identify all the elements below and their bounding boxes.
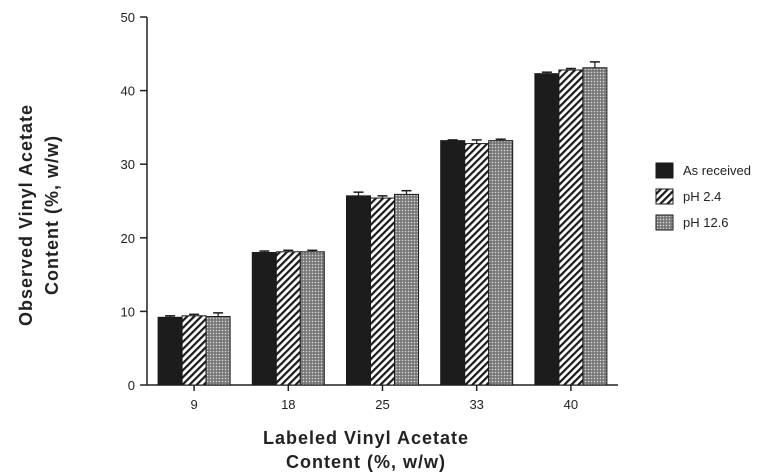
- x-tick-label: 40: [564, 397, 578, 412]
- y-axis-title-line-1: Observed Vinyl Acetate: [16, 104, 36, 326]
- x-tick-label: 18: [281, 397, 295, 412]
- x-axis-title-line-1: Labeled Vinyl Acetate: [263, 428, 469, 448]
- bar: [558, 69, 584, 386]
- y-tick-label: 50: [121, 10, 135, 25]
- bar: [157, 316, 183, 386]
- legend-label: pH 2.4: [683, 189, 721, 204]
- bar: [346, 195, 371, 386]
- bars: [157, 61, 608, 386]
- bar: [205, 316, 231, 386]
- bar: [299, 251, 325, 386]
- legend-swatch: [655, 188, 674, 205]
- x-axis-title-line-2: Content (%, w/w): [286, 452, 446, 472]
- x-tick-label: 25: [375, 397, 389, 412]
- y-tick-label: 10: [121, 304, 135, 319]
- legend-label: As received: [683, 163, 751, 178]
- y-ticks: 0 10 20 30 40 50: [121, 10, 147, 393]
- y-axis-title-line-2: Content (%, w/w): [42, 135, 62, 295]
- y-tick-label: 20: [121, 231, 135, 246]
- bar: [440, 140, 466, 386]
- x-tick-label: 9: [190, 397, 197, 412]
- bar: [582, 67, 608, 386]
- bar: [251, 252, 277, 386]
- x-axis-title: Labeled Vinyl Acetate Content (%, w/w): [263, 428, 469, 472]
- x-tick-label: 33: [469, 397, 483, 412]
- legend: As received pH 2.4 pH 12.6: [655, 162, 751, 231]
- bar: [181, 315, 207, 386]
- bar: [464, 143, 490, 386]
- legend-label: pH 12.6: [683, 215, 729, 230]
- y-tick-label: 0: [128, 378, 135, 393]
- legend-swatch: [655, 214, 674, 231]
- bar: [534, 73, 560, 386]
- y-axis-title: Observed Vinyl Acetate Content (%, w/w): [16, 104, 62, 326]
- bar: [370, 197, 395, 386]
- x-ticks: 9 18 25 33 40: [190, 385, 578, 412]
- bar: [488, 140, 514, 386]
- bar: [394, 193, 419, 386]
- y-tick-label: 30: [121, 157, 135, 172]
- y-tick-label: 40: [121, 84, 135, 99]
- legend-swatch: [655, 162, 674, 179]
- bar: [275, 251, 301, 386]
